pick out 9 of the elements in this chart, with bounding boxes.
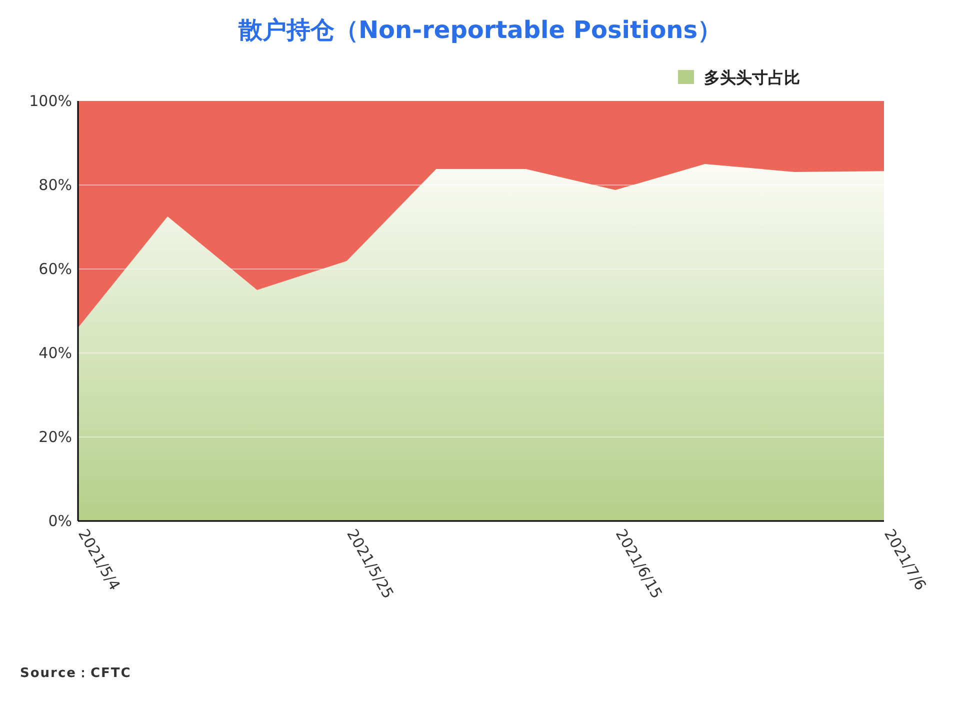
- y-tick-label: 40%: [38, 344, 72, 362]
- y-tick-label: 0%: [48, 512, 72, 530]
- chart-title: 散户持仓（Non-reportable Positions）: [237, 16, 722, 44]
- y-tick-label: 80%: [38, 176, 72, 194]
- legend-label: 多头头寸占比: [704, 68, 800, 87]
- y-tick-label: 20%: [38, 428, 72, 446]
- y-tick-label: 100%: [29, 92, 72, 110]
- y-tick-label: 60%: [38, 260, 72, 278]
- source-note: Source：CFTC: [20, 666, 132, 681]
